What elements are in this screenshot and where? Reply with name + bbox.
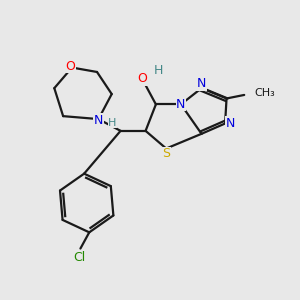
Text: O: O [66,60,75,73]
Text: N: N [176,98,186,111]
Text: H: H [153,64,163,77]
Text: CH₃: CH₃ [254,88,275,98]
Text: O: O [138,72,148,85]
Text: N: N [197,77,206,90]
Text: S: S [162,147,170,160]
Text: N: N [94,114,103,127]
Text: N: N [226,117,235,130]
Text: Cl: Cl [73,251,85,264]
Text: H: H [108,118,116,128]
